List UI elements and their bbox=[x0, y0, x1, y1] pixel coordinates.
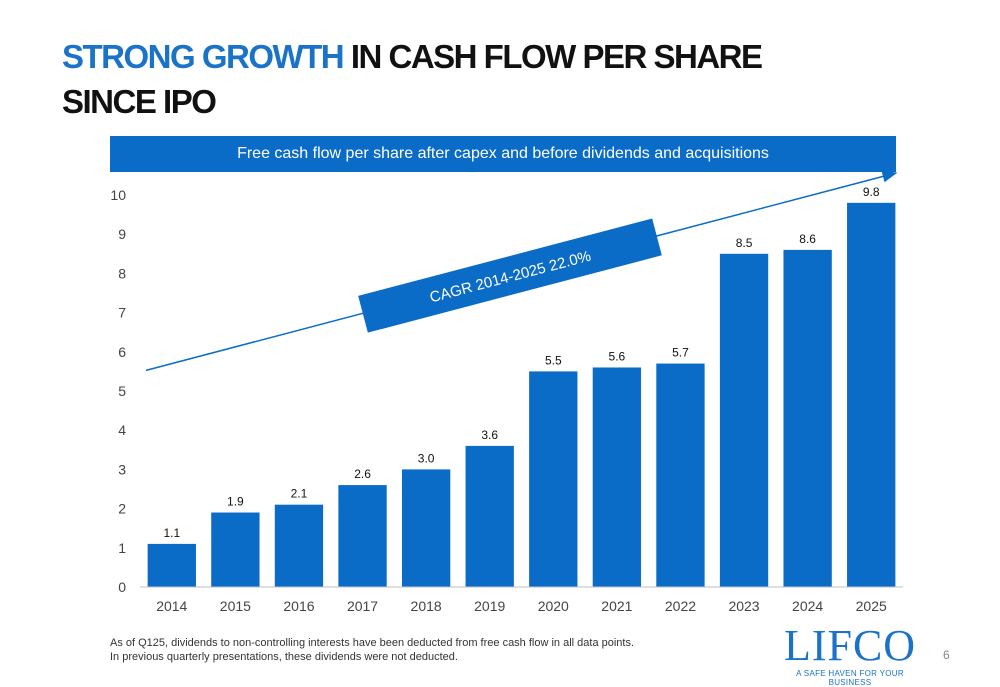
title-rest: IN CASH FLOW PER SHARE bbox=[343, 38, 763, 75]
y-tick-label: 1 bbox=[118, 540, 126, 556]
cagr-annotation-box bbox=[358, 218, 662, 333]
x-tick-label: 2016 bbox=[283, 598, 314, 614]
x-tick-label: 2018 bbox=[411, 598, 442, 614]
bar bbox=[211, 512, 260, 587]
slide-title: STRONG GROWTH IN CASH FLOW PER SHARE SINC… bbox=[62, 34, 962, 124]
chart-banner: Free cash flow per share after capex and… bbox=[110, 136, 896, 172]
y-tick-label: 4 bbox=[118, 422, 126, 438]
cagr-annotation: CAGR 2014-2025 22.0% bbox=[358, 218, 662, 333]
bar bbox=[592, 367, 642, 587]
bar-value-label: 3.6 bbox=[481, 428, 498, 442]
y-tick-label: 2 bbox=[118, 501, 126, 517]
y-tick-label: 7 bbox=[118, 305, 126, 321]
x-tick-label: 2024 bbox=[792, 598, 823, 614]
x-tick-label: 2017 bbox=[347, 598, 378, 614]
x-tick-label: 2021 bbox=[601, 598, 632, 614]
bar bbox=[401, 469, 451, 587]
bar-value-label: 5.5 bbox=[545, 353, 562, 367]
x-tick-label: 2015 bbox=[220, 598, 251, 614]
logo-wordmark: LIFCO bbox=[783, 621, 917, 670]
bar bbox=[783, 249, 832, 587]
bar-value-label: 1.1 bbox=[163, 526, 180, 540]
x-tick-label: 2025 bbox=[856, 598, 887, 614]
footnote: As of Q125, dividends to non-controlling… bbox=[110, 636, 634, 664]
y-tick-label: 6 bbox=[118, 344, 126, 360]
bar-value-label: 3.0 bbox=[418, 451, 435, 465]
bar-value-label: 9.8 bbox=[863, 185, 880, 199]
bar-value-label: 1.9 bbox=[227, 495, 244, 509]
bar bbox=[719, 253, 769, 588]
bar-value-label: 8.6 bbox=[799, 232, 816, 246]
x-tick-label: 2019 bbox=[474, 598, 505, 614]
bar bbox=[147, 543, 196, 587]
bar bbox=[847, 202, 896, 587]
bar bbox=[465, 445, 514, 587]
bar bbox=[529, 371, 578, 587]
bar-value-label: 2.1 bbox=[291, 487, 308, 501]
footnote-line-2: In previous quarterly presentations, the… bbox=[110, 651, 458, 663]
lifco-logo: LIFCO A SAFE HAVEN FOR YOUR BUSINESS bbox=[775, 624, 925, 687]
bar-value-label: 5.7 bbox=[672, 346, 689, 360]
y-tick-label: 10 bbox=[110, 187, 126, 203]
x-tick-label: 2023 bbox=[728, 598, 759, 614]
title-accent: STRONG GROWTH bbox=[62, 38, 345, 75]
title-line-2: SINCE IPO bbox=[62, 83, 217, 120]
bar bbox=[274, 504, 324, 587]
bar-value-label: 8.5 bbox=[736, 236, 753, 250]
bar bbox=[338, 485, 387, 587]
x-tick-label: 2022 bbox=[665, 598, 696, 614]
logo-tagline: A SAFE HAVEN FOR YOUR BUSINESS bbox=[796, 669, 904, 687]
y-tick-label: 0 bbox=[118, 579, 126, 595]
y-tick-label: 3 bbox=[118, 461, 126, 477]
x-tick-label: 2014 bbox=[156, 598, 187, 614]
bar-value-label: 2.6 bbox=[354, 467, 371, 481]
footnote-line-1: As of Q125, dividends to non-controlling… bbox=[110, 637, 635, 649]
y-tick-label: 8 bbox=[118, 265, 126, 281]
y-tick-label: 9 bbox=[118, 226, 126, 242]
y-tick-label: 5 bbox=[118, 383, 126, 399]
bar bbox=[656, 363, 705, 587]
x-tick-label: 2020 bbox=[538, 598, 569, 614]
page-number: 6 bbox=[943, 648, 950, 662]
bar-value-label: 5.6 bbox=[609, 349, 626, 363]
